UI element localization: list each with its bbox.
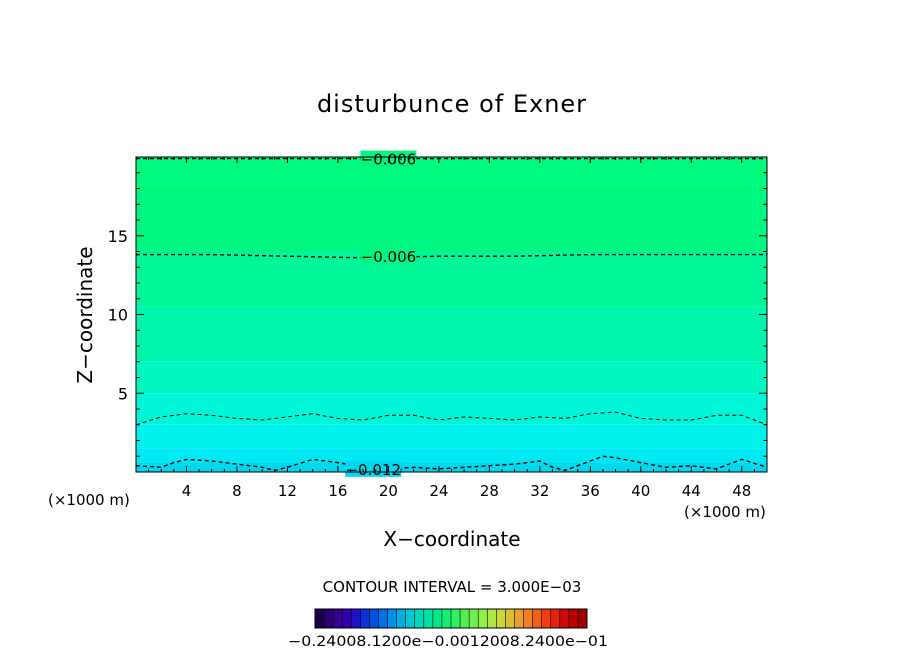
contour-line-1	[136, 253, 767, 259]
x-tick-label: 12	[278, 482, 297, 500]
colorbar-swatch	[333, 609, 343, 628]
colorbar-tick-labels: −0.24008.1200e−0.0012008.2400e−01	[288, 634, 608, 650]
x-units-left: (×1000 m)	[48, 491, 130, 509]
contour-label-3: −0.012	[345, 461, 401, 479]
colorbar-swatch	[523, 609, 533, 628]
x-tick-label: 28	[480, 482, 499, 500]
colorbar-swatch	[505, 609, 515, 628]
chart-title: disturbunce of Exner	[317, 90, 587, 118]
x-tick-label: 44	[682, 482, 701, 500]
fill-band-7	[136, 448, 767, 463]
colorbar-swatch	[432, 609, 443, 628]
x-axis: 4 8 12 16 20 24 28 32 36 40 44 48	[148, 157, 755, 500]
colorbar-swatch	[577, 609, 588, 628]
contour-line-3	[135, 455, 768, 472]
colorbar-swatch	[396, 609, 406, 628]
contour-line-2	[135, 411, 768, 426]
colorbar-swatch	[559, 609, 570, 628]
colorbar-swatch	[351, 609, 361, 628]
colorbar-swatch	[550, 609, 561, 628]
colorbar-swatch	[369, 609, 379, 628]
colorbar	[314, 608, 588, 629]
fill-band-1	[136, 188, 767, 252]
contour-label-bg-1	[360, 248, 417, 265]
fill-band-2	[136, 251, 767, 307]
colorbar-swatch	[387, 609, 397, 628]
colorbar-swatch	[514, 609, 524, 628]
colorbar-swatch	[342, 609, 352, 628]
x-tick-label: 36	[581, 482, 600, 500]
fill-band-3	[136, 306, 767, 362]
colorbar-swatch	[469, 609, 479, 628]
colorbar-swatch	[451, 609, 461, 628]
x-tick-label: 32	[530, 482, 549, 500]
colorbar-swatch	[478, 609, 488, 628]
colorbar-swatch	[324, 609, 334, 628]
y-tick-label: 15	[108, 227, 128, 246]
fill-band-6	[136, 424, 767, 449]
y-axis-label: Z−coordinate	[73, 246, 97, 383]
y-axis: 5 10 15	[108, 172, 767, 457]
x-tick-label: 8	[232, 482, 242, 500]
x-tick-label: 40	[631, 482, 650, 500]
colorbar-swatch	[496, 609, 506, 628]
fill-band-8	[136, 462, 767, 472]
colorbar-swatch	[441, 609, 452, 628]
colorbar-swatch	[360, 609, 370, 628]
fill-band-5	[136, 393, 767, 425]
x-tick-label: 20	[379, 482, 398, 500]
colorbar-swatch	[532, 609, 542, 628]
fill-band-4	[136, 361, 767, 394]
x-tick-label: 48	[732, 482, 751, 500]
x-units-right: (×1000 m)	[684, 503, 766, 521]
colorbar-swatch	[541, 609, 552, 628]
colorbar-swatch	[315, 609, 325, 628]
colorbar-swatch	[423, 609, 434, 628]
x-axis-label: X−coordinate	[383, 527, 520, 551]
colorbar-swatch	[405, 609, 416, 628]
colorbar-frame	[314, 608, 588, 629]
x-tick-label: 16	[328, 482, 347, 500]
contour-interval-text: CONTOUR INTERVAL = 3.000E−03	[323, 578, 582, 596]
y-tick-label: 10	[108, 306, 128, 325]
contour-fills	[136, 157, 767, 472]
x-tick-label: 24	[429, 482, 448, 500]
contour-label-1: −0.006	[361, 248, 417, 266]
x-tick-label: 4	[182, 482, 192, 500]
contour-label-bg-3	[345, 460, 402, 477]
colorbar-swatch	[487, 609, 497, 628]
colorbar-swatch	[568, 609, 579, 628]
y-tick-label: 5	[118, 384, 128, 403]
fill-band-0	[136, 157, 767, 189]
colorbar-swatch	[378, 609, 388, 628]
colorbar-swatch	[460, 609, 470, 628]
colorbar-swatch	[414, 609, 425, 628]
